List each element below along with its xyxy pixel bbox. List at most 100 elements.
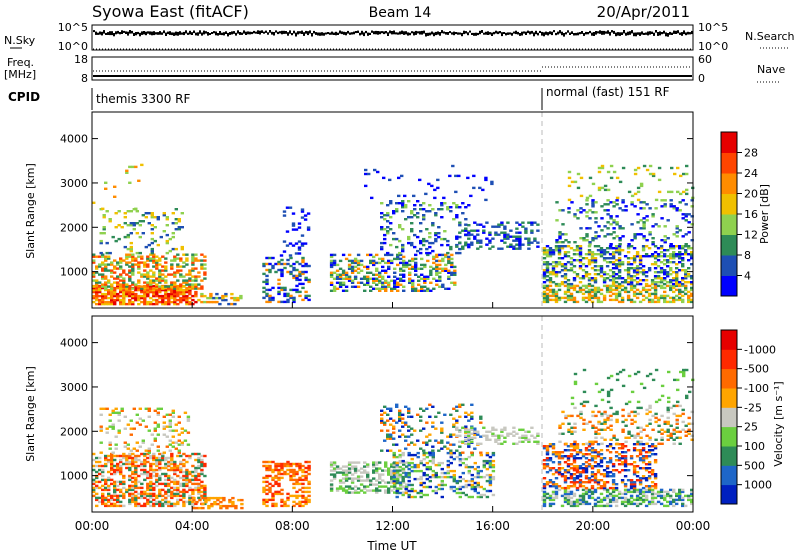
heatmap-cell [572, 284, 577, 288]
heatmap-cell [107, 458, 111, 462]
heatmap-cell [350, 271, 355, 274]
heatmap-cell [687, 245, 691, 248]
heatmap-cell [347, 267, 352, 270]
heatmap-cell [449, 487, 453, 491]
heatmap-cell [572, 288, 577, 292]
heatmap-cell [476, 471, 480, 475]
heatmap-cell [369, 277, 373, 280]
heatmap-cell [497, 233, 501, 236]
heatmap-cell [164, 482, 168, 486]
nsky-sample [281, 30, 283, 35]
heatmap-cell [641, 500, 646, 504]
heatmap-cell [626, 488, 631, 492]
heatmap-cell [140, 300, 144, 304]
heatmap-cell [563, 500, 568, 504]
heatmap-cell [174, 441, 178, 444]
heatmap-cell [560, 257, 565, 260]
heatmap-cell [642, 207, 646, 210]
heatmap-cell [122, 454, 126, 458]
heatmap-cell [611, 292, 616, 296]
heatmap-cell [129, 433, 133, 436]
heatmap-cell [650, 279, 655, 282]
heatmap-cell [551, 473, 556, 476]
heatmap-cell [653, 257, 658, 260]
heatmap-cell [455, 245, 459, 248]
heatmap-cell [125, 456, 129, 460]
heatmap-cell [563, 273, 568, 276]
heatmap-cell [476, 223, 480, 226]
heatmap-cell [449, 245, 453, 249]
heatmap-cell [575, 481, 580, 484]
nsky-tick-top: 10^5 [58, 21, 88, 34]
nsky-sample [429, 32, 431, 36]
heatmap-cell [392, 427, 396, 430]
heatmap-cell [378, 475, 382, 478]
heatmap-cell [464, 442, 468, 445]
heatmap-cell [137, 496, 141, 500]
heatmap-cell [663, 294, 667, 298]
heatmap-cell [304, 470, 308, 474]
heatmap-cell [560, 494, 565, 498]
heatmap-cell [452, 425, 456, 428]
heatmap-cell [587, 245, 592, 248]
heatmap-cell [669, 288, 673, 292]
heatmap-cell [300, 216, 305, 219]
heatmap-cell [110, 290, 114, 294]
heatmap-cell [663, 273, 667, 276]
heatmap-cell [161, 472, 165, 476]
heatmap-cell [292, 472, 296, 476]
heatmap-cell [98, 460, 102, 464]
nsky-sample [463, 30, 465, 35]
heatmap-cell [599, 275, 604, 278]
heatmap-cell [210, 496, 214, 500]
heatmap-cell [191, 464, 195, 468]
heatmap-cell [164, 500, 168, 504]
heatmap-cell [578, 247, 583, 250]
heatmap-cell [392, 453, 396, 457]
heatmap-cell [479, 485, 483, 489]
heatmap-cell [669, 199, 673, 202]
nsky-sample [469, 30, 471, 33]
heatmap-cell [186, 417, 191, 420]
heatmap-cell [621, 235, 625, 238]
heatmap-cell [449, 247, 453, 251]
nsky-sample [183, 31, 185, 36]
heatmap-cell [557, 457, 562, 460]
heatmap-cell [602, 271, 607, 274]
heatmap-cell [408, 277, 412, 280]
heatmap-cell [404, 473, 408, 477]
heatmap-cell [92, 478, 96, 482]
heatmap-cell [137, 474, 141, 478]
heatmap-cell [168, 439, 172, 442]
heatmap-cell [446, 435, 450, 438]
heatmap-cell [425, 228, 429, 231]
heatmap-cell [435, 269, 439, 272]
heatmap-cell [623, 504, 628, 508]
heatmap-cell [659, 277, 664, 280]
heatmap-cell [410, 495, 414, 499]
heatmap-cell [606, 188, 611, 192]
heatmap-cell [113, 286, 117, 290]
heatmap-cell [447, 271, 451, 274]
heatmap-cell [587, 279, 592, 282]
heatmap-cell [182, 470, 186, 474]
heatmap-cell [431, 453, 435, 457]
heatmap-cell [672, 245, 676, 248]
heatmap-cell [545, 255, 550, 258]
heatmap-cell [612, 221, 616, 224]
heatmap-cell [494, 233, 498, 236]
heatmap-cell [122, 286, 126, 290]
heatmap-cell [92, 259, 96, 262]
heatmap-cell [422, 463, 426, 467]
heatmap-cell [563, 490, 568, 494]
heatmap-cell [626, 294, 631, 298]
heatmap-cell [678, 229, 682, 232]
heatmap-cell [548, 288, 553, 292]
heatmap-cell [104, 482, 108, 486]
heatmap-cell [350, 465, 355, 468]
heatmap-cell [416, 465, 420, 469]
heatmap-cell [485, 461, 490, 465]
heatmap-cell [143, 288, 147, 292]
nsky-sample [175, 31, 177, 36]
